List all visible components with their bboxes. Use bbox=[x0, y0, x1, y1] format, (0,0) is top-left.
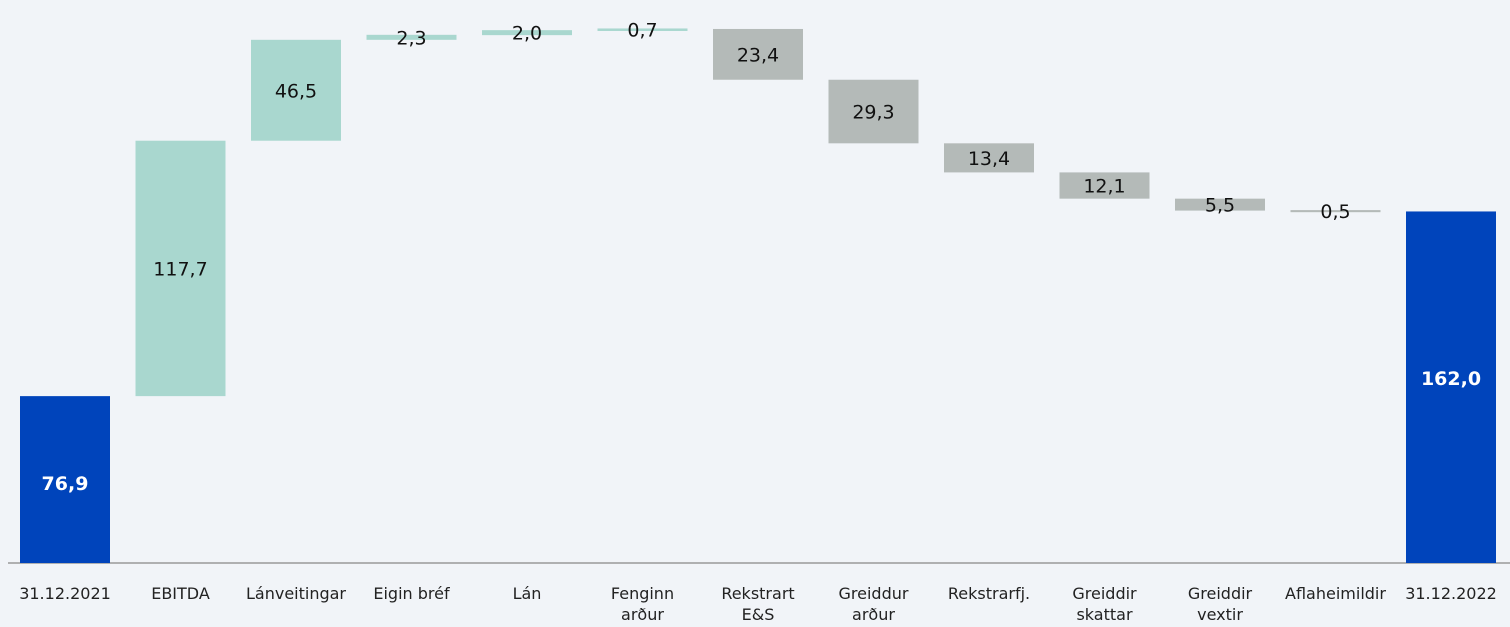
bar-eigin bréf bbox=[366, 34, 457, 40]
x-tick-label: Lánveitingar bbox=[246, 584, 346, 603]
data-label: 0,7 bbox=[627, 20, 657, 42]
x-tick-label: skattar bbox=[1076, 605, 1132, 624]
bar-lánveitingar bbox=[251, 39, 341, 141]
x-tick-label: Eigin bréf bbox=[373, 584, 450, 603]
bar-rekstrarfj. bbox=[944, 143, 1034, 173]
bar-lán bbox=[482, 30, 572, 36]
data-label: 76,9 bbox=[42, 473, 89, 495]
x-tick-label: Rekstrart bbox=[721, 584, 794, 603]
x-tick-label: 31.12.2022 bbox=[1405, 584, 1497, 603]
bar-fenginn-arður bbox=[597, 28, 688, 31]
data-label: 5,5 bbox=[1205, 195, 1235, 217]
x-tick-label: E&S bbox=[742, 605, 775, 624]
data-label: 12,1 bbox=[1083, 176, 1125, 198]
bar-greiddir-vextir bbox=[1175, 198, 1265, 211]
x-tick-label: arður bbox=[852, 605, 895, 624]
x-tick-label: 31.12.2021 bbox=[19, 584, 111, 603]
x-tick-label: Rekstrarfj. bbox=[948, 584, 1030, 603]
x-tick-label: vextir bbox=[1197, 605, 1243, 624]
bar-ebitda bbox=[135, 140, 226, 397]
data-label: 2,3 bbox=[396, 27, 426, 49]
x-tick-label: EBITDA bbox=[151, 584, 210, 603]
x-tick-label: Greiddir bbox=[1188, 584, 1253, 603]
data-label: 46,5 bbox=[275, 80, 317, 102]
x-tick-label: Greiddur bbox=[839, 584, 909, 603]
bar-aflaheimildir bbox=[1290, 210, 1381, 213]
data-label: 13,4 bbox=[968, 148, 1010, 170]
x-tick-label: Greiddir bbox=[1072, 584, 1137, 603]
x-tick-label: arður bbox=[621, 605, 664, 624]
bar-31.12.2021 bbox=[20, 396, 110, 563]
data-label: 117,7 bbox=[153, 258, 207, 280]
x-tick-label: Aflaheimildir bbox=[1285, 584, 1386, 603]
x-tick-label: Lán bbox=[513, 584, 542, 603]
bar-greiddur-arður bbox=[828, 79, 919, 144]
bar-rekstrart-e&s bbox=[713, 28, 803, 80]
x-tick-label: Fenginn bbox=[611, 584, 674, 603]
data-label: 0,5 bbox=[1320, 201, 1350, 223]
data-label: 23,4 bbox=[737, 44, 779, 66]
data-label: 162,0 bbox=[1421, 368, 1481, 390]
bar-31.12.2022 bbox=[1406, 211, 1496, 563]
bar-greiddir-skattar bbox=[1059, 172, 1150, 199]
data-label: 29,3 bbox=[852, 102, 894, 124]
data-label: 2,0 bbox=[512, 23, 542, 45]
